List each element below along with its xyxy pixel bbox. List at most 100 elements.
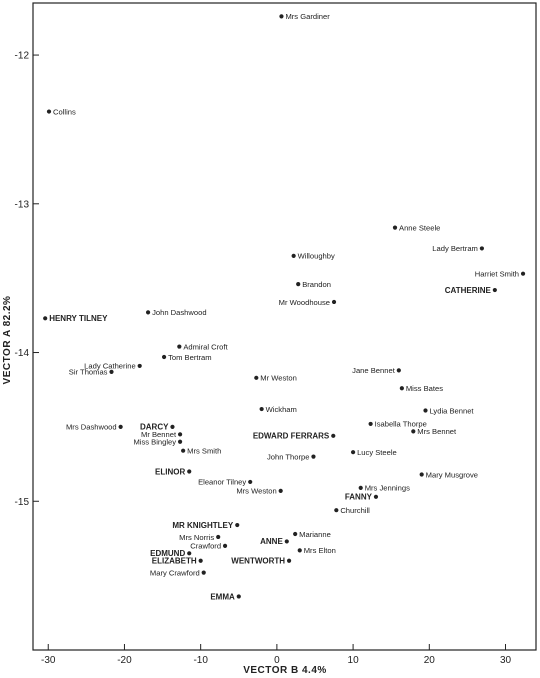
point-label: Anne Steele bbox=[399, 223, 440, 232]
point-label: Mr Weston bbox=[260, 374, 297, 383]
x-axis-title: VECTOR B 4.4% bbox=[243, 665, 327, 676]
point-label: ELINOR bbox=[155, 467, 185, 476]
point-label: Crawford bbox=[190, 542, 221, 551]
data-point bbox=[254, 375, 259, 380]
data-point bbox=[334, 508, 339, 513]
point-label: Collins bbox=[53, 107, 76, 116]
data-point bbox=[368, 421, 373, 427]
data-point bbox=[419, 472, 424, 477]
point-label: Churchill bbox=[340, 506, 370, 515]
data-point bbox=[216, 534, 221, 540]
data-point bbox=[296, 282, 301, 287]
data-point bbox=[492, 287, 497, 293]
data-point bbox=[259, 406, 264, 412]
data-point bbox=[284, 539, 289, 544]
data-point bbox=[46, 109, 52, 114]
x-tick-label: 20 bbox=[424, 655, 436, 666]
data-point bbox=[235, 522, 240, 528]
data-point bbox=[520, 271, 526, 276]
point-label: Isabella Thorpe bbox=[375, 420, 427, 429]
point-label: Lady Catherine bbox=[84, 362, 136, 371]
point-label: Mrs Gardiner bbox=[285, 12, 330, 21]
data-point bbox=[373, 494, 379, 499]
point-label: Mr Bennet bbox=[141, 430, 177, 439]
x-tick-label: -30 bbox=[41, 655, 56, 666]
data-point bbox=[479, 246, 484, 251]
point-label: Admiral Croft bbox=[183, 342, 228, 351]
x-tick-label: 10 bbox=[348, 655, 360, 666]
plot-frame bbox=[32, 2, 537, 651]
point-label: Mrs Weston bbox=[236, 487, 276, 496]
point-label: Mary Crawford bbox=[150, 568, 200, 577]
data-point bbox=[43, 316, 48, 321]
data-point bbox=[248, 479, 253, 485]
data-point bbox=[396, 368, 401, 373]
point-label: EMMA bbox=[210, 592, 235, 601]
point-label: Mrs Bennet bbox=[417, 427, 457, 436]
point-label: Mr Woodhouse bbox=[279, 298, 330, 307]
data-point bbox=[411, 429, 416, 434]
y-tick-label: -14 bbox=[15, 348, 30, 359]
data-point bbox=[201, 570, 206, 575]
point-label: Lucy Steele bbox=[357, 448, 397, 457]
data-point bbox=[109, 369, 114, 374]
data-point bbox=[222, 543, 228, 548]
data-point bbox=[331, 433, 336, 438]
y-axis-title: VECTOR A 82.2% bbox=[2, 296, 13, 385]
data-point bbox=[177, 432, 183, 437]
data-point bbox=[358, 485, 363, 490]
point-label: ELIZABETH bbox=[152, 557, 197, 566]
data-point bbox=[399, 386, 404, 391]
point-label: John Dashwood bbox=[152, 308, 206, 317]
y-tick-label: -12 bbox=[15, 51, 30, 62]
point-label: Miss Bingley bbox=[133, 438, 176, 447]
point-label: Mrs Elton bbox=[304, 546, 336, 555]
data-point bbox=[161, 354, 167, 360]
point-label: EDWARD FERRARS bbox=[253, 432, 330, 441]
x-tick-label: 0 bbox=[274, 655, 280, 666]
point-label: John Thorpe bbox=[267, 452, 310, 461]
data-point bbox=[297, 548, 302, 553]
point-label: Willoughby bbox=[298, 252, 335, 261]
data-points: Mrs Gardiner Collins Anne Steele Lady Bertr… bbox=[43, 12, 526, 601]
point-label: Mrs Dashwood bbox=[66, 423, 117, 432]
point-label: CATHERINE bbox=[445, 286, 492, 295]
y-tick-label: -13 bbox=[15, 199, 30, 210]
point-label: Brandon bbox=[302, 280, 331, 289]
data-point bbox=[291, 253, 296, 258]
point-label: Marianne bbox=[299, 530, 331, 539]
point-label: Lady Bertram bbox=[432, 244, 478, 253]
point-label: Sir Thomas bbox=[69, 368, 108, 377]
data-point bbox=[170, 424, 175, 429]
data-point bbox=[177, 344, 182, 349]
data-point bbox=[198, 558, 203, 563]
point-label: MR KNIGHTLEY bbox=[172, 521, 234, 530]
point-label: FANNY bbox=[345, 493, 373, 502]
data-point bbox=[177, 439, 183, 444]
point-label: Mrs Norris bbox=[179, 533, 214, 542]
point-label: WENTWORTH bbox=[231, 557, 285, 566]
x-tick-label: 30 bbox=[500, 655, 512, 666]
data-point bbox=[181, 448, 186, 453]
point-label: Eleanor Tilney bbox=[198, 478, 246, 487]
data-point bbox=[145, 310, 151, 315]
data-point bbox=[279, 14, 284, 19]
point-label: EDMUND bbox=[150, 549, 185, 558]
point-label: DARCY bbox=[140, 423, 169, 432]
data-point bbox=[118, 424, 123, 429]
point-label: Harriet Smith bbox=[475, 269, 519, 278]
point-label: Tom Bertram bbox=[168, 353, 211, 362]
data-point bbox=[187, 469, 192, 474]
data-point bbox=[392, 225, 398, 230]
data-point bbox=[311, 454, 316, 459]
data-point bbox=[350, 450, 356, 455]
data-point bbox=[137, 363, 142, 369]
point-label: Wickham bbox=[266, 405, 297, 414]
point-label: Miss Bates bbox=[406, 384, 443, 393]
data-point bbox=[331, 299, 337, 305]
point-label: Lydia Bennet bbox=[429, 406, 474, 415]
point-label: Mary Musgrove bbox=[426, 470, 478, 479]
x-axis-ticks: -30 -20 -10 0 10 20 30 bbox=[41, 644, 512, 666]
data-point bbox=[236, 594, 241, 599]
